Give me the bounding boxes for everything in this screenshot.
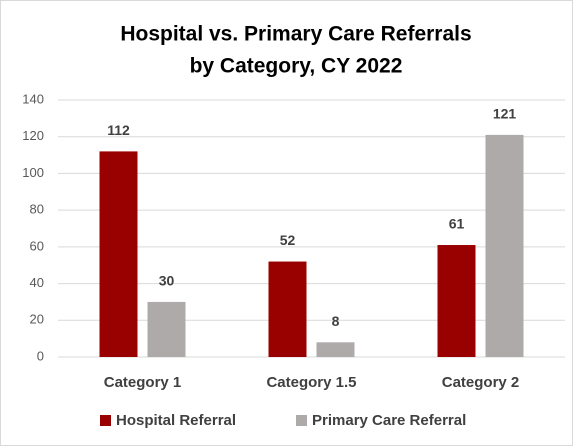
data-label: 8: [332, 313, 340, 329]
legend-label: Primary Care Referral: [312, 412, 466, 429]
y-tick-label: 0: [37, 348, 44, 363]
data-label: 61: [449, 216, 465, 232]
data-label: 52: [280, 232, 296, 248]
y-tick-label: 20: [30, 312, 44, 327]
chart-title: Hospital vs. Primary Care Referrals: [120, 23, 471, 46]
data-label: 112: [107, 122, 130, 138]
bar: [316, 342, 355, 357]
chart-title: by Category, CY 2022: [190, 55, 403, 78]
x-tick-label: Category 1.5: [266, 374, 356, 391]
bar: [99, 151, 138, 357]
data-label: 30: [159, 273, 175, 289]
bar: [268, 261, 307, 357]
x-tick-label: Category 1: [104, 374, 182, 391]
y-tick-label: 40: [30, 275, 44, 290]
y-tick-label: 60: [30, 238, 44, 253]
y-tick-label: 80: [30, 202, 44, 217]
bar: [485, 134, 524, 357]
y-tick-label: 120: [22, 128, 44, 143]
bar: [147, 301, 186, 357]
y-tick-label: 100: [22, 165, 44, 180]
bar: [437, 245, 476, 357]
y-tick-label: 140: [22, 91, 44, 106]
legend-swatch: [296, 415, 307, 426]
x-tick-label: Category 2: [442, 374, 520, 391]
data-label: 121: [493, 106, 517, 122]
legend-label: Hospital Referral: [116, 412, 236, 429]
legend-swatch: [100, 415, 111, 426]
